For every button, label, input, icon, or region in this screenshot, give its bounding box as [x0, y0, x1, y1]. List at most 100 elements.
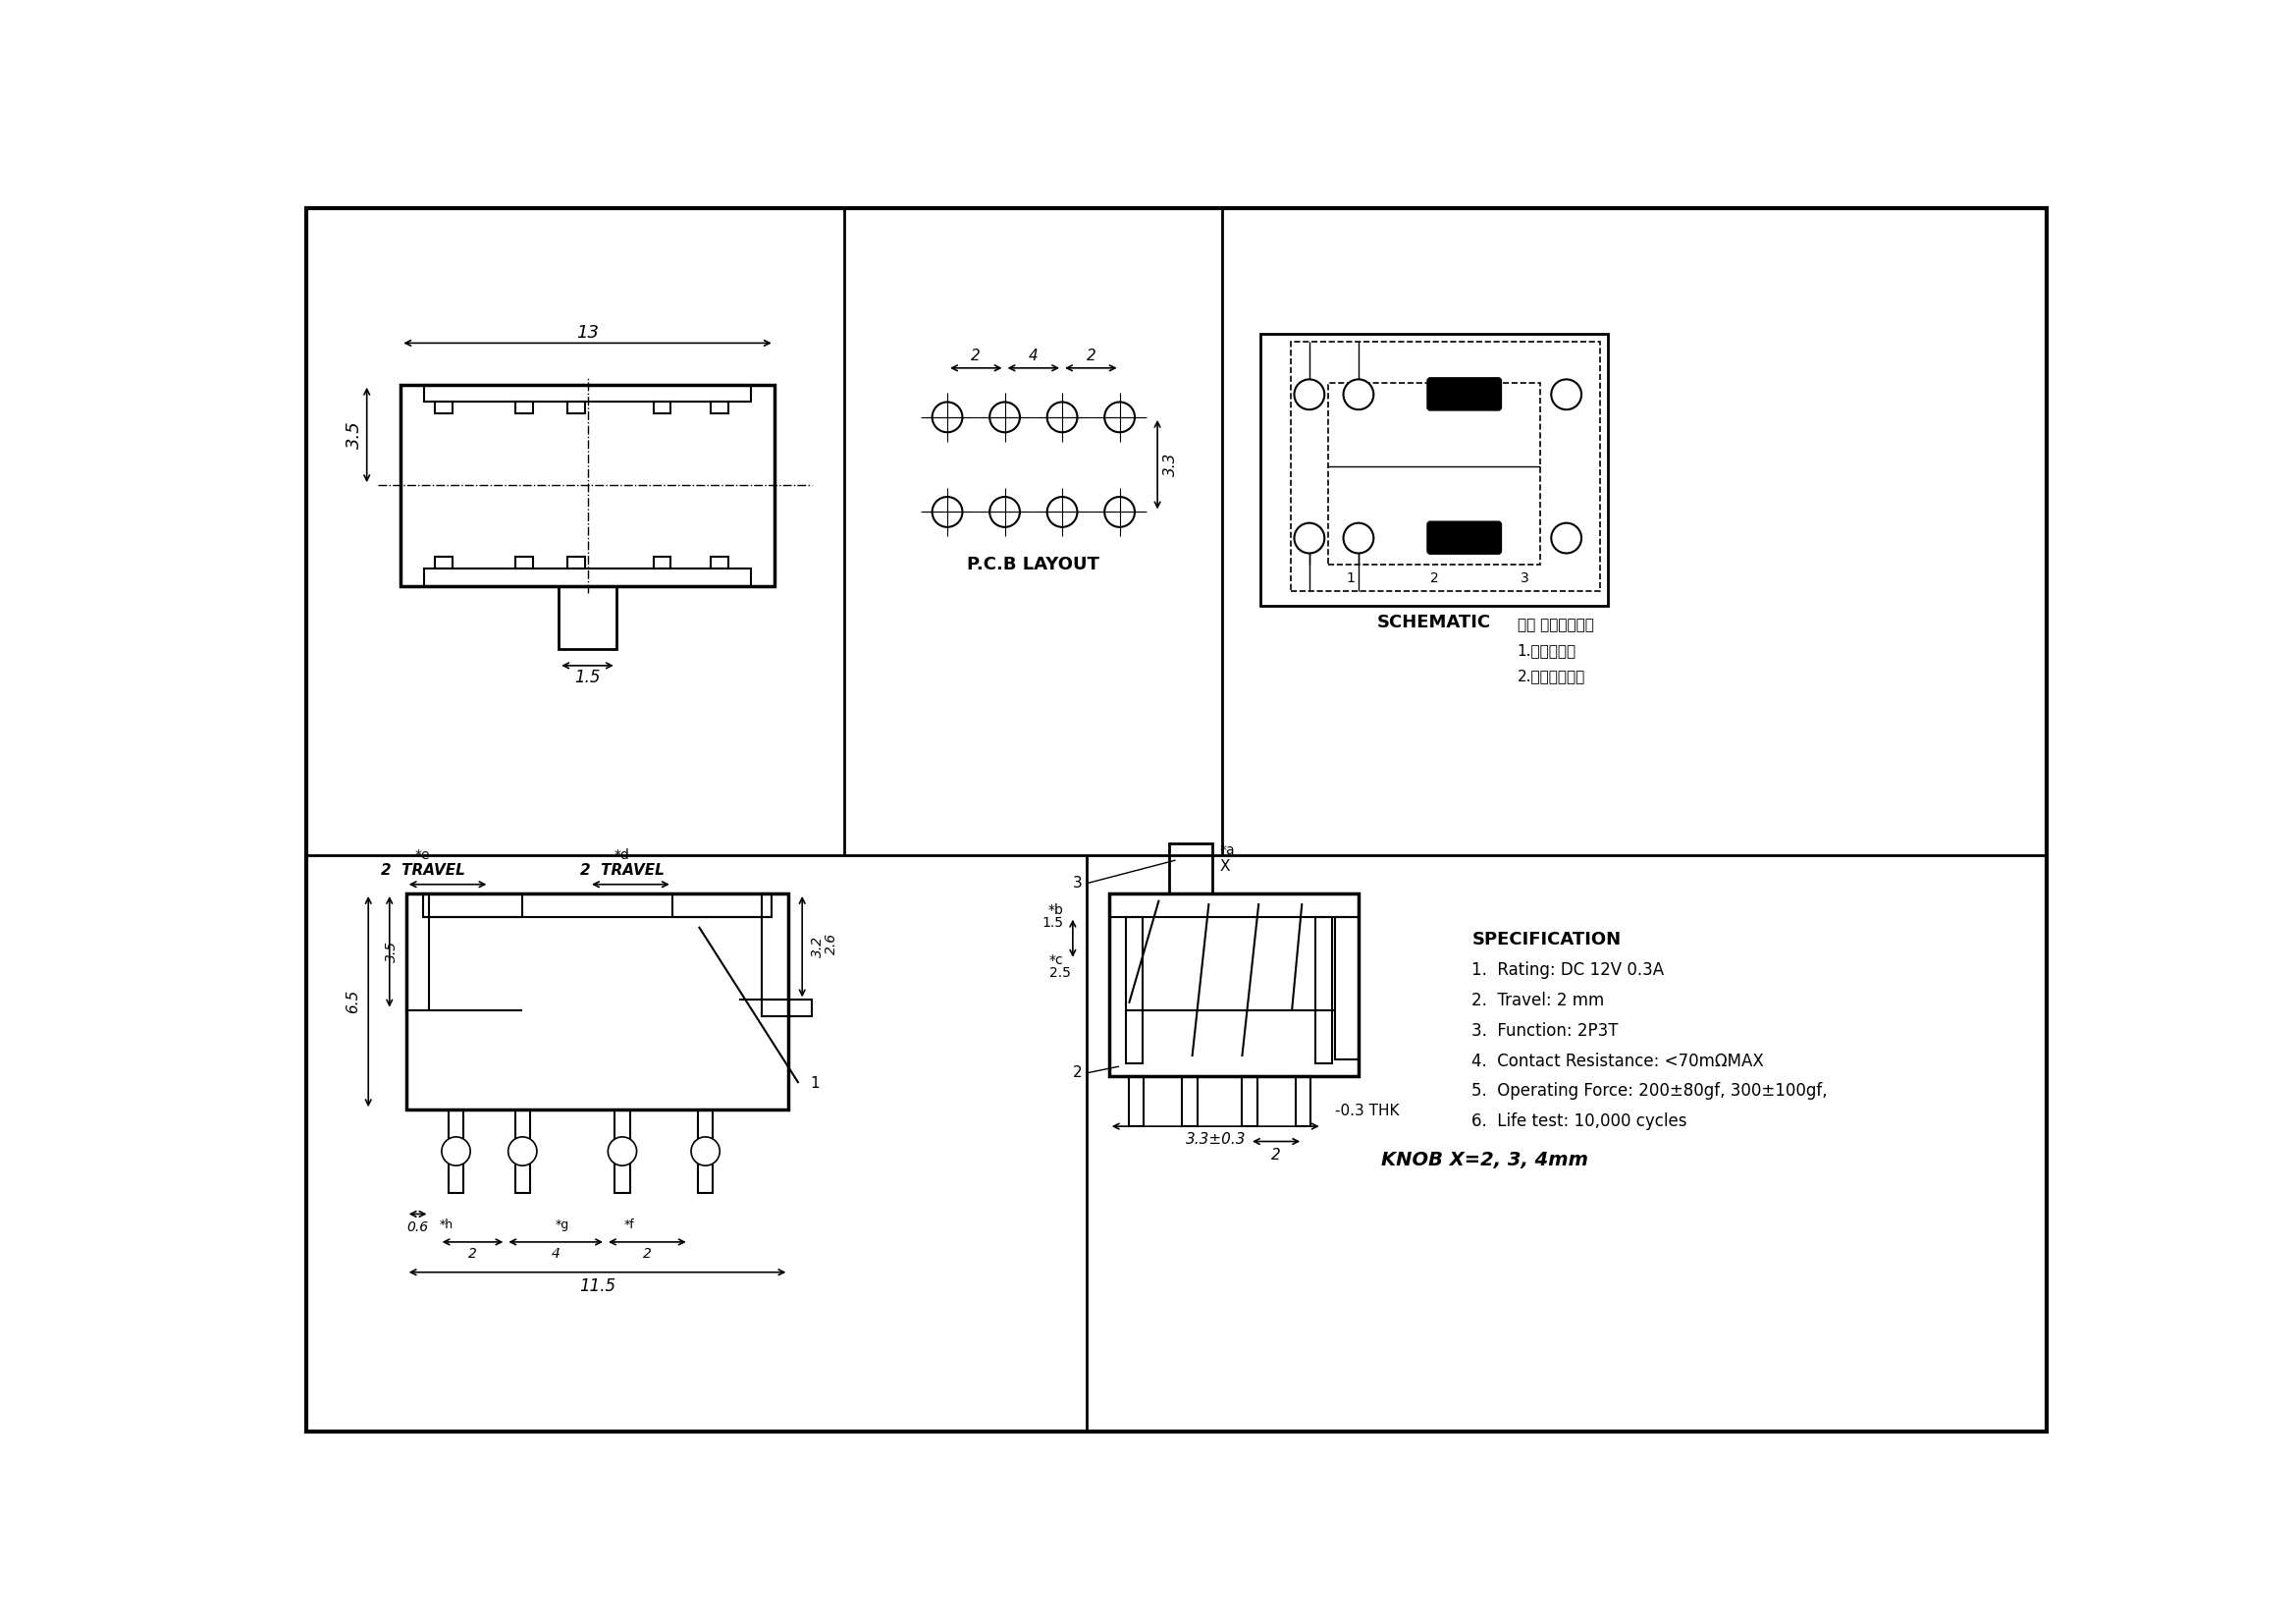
- Bar: [615, 1109, 629, 1194]
- Bar: [425, 385, 751, 401]
- Text: *g: *g: [556, 1220, 569, 1231]
- Circle shape: [441, 1137, 471, 1166]
- Circle shape: [1343, 523, 1373, 554]
- Text: *d: *d: [615, 849, 629, 862]
- Text: 注： 接触片分两种: 注： 接触片分两种: [1518, 617, 1593, 632]
- Text: 1.锻锂接触片: 1.锻锂接触片: [1518, 643, 1577, 658]
- Text: 4: 4: [700, 1145, 709, 1158]
- Text: -0.3 THK: -0.3 THK: [1336, 1104, 1401, 1119]
- Text: 6.5: 6.5: [347, 989, 360, 1013]
- Circle shape: [691, 1137, 719, 1166]
- Text: 4: 4: [1561, 531, 1570, 546]
- Bar: [1295, 1077, 1311, 1127]
- Text: 5: 5: [1304, 388, 1313, 401]
- Text: 2  TRAVEL: 2 TRAVEL: [581, 864, 664, 879]
- Text: 3.2: 3.2: [810, 935, 824, 958]
- Bar: [1169, 843, 1212, 893]
- Text: 1: 1: [452, 1145, 461, 1158]
- Text: SPECIFICATION: SPECIFICATION: [1472, 931, 1621, 948]
- Text: 2: 2: [519, 1145, 526, 1158]
- Bar: [1182, 1077, 1196, 1127]
- Text: 2: 2: [1355, 531, 1364, 546]
- Text: KNOB X=2, 3, 4mm: KNOB X=2, 3, 4mm: [1382, 1150, 1589, 1169]
- Circle shape: [1552, 523, 1582, 554]
- Bar: [567, 557, 585, 568]
- Text: X: X: [1219, 859, 1231, 874]
- Bar: [654, 557, 670, 568]
- Text: 7: 7: [1460, 387, 1469, 401]
- Bar: [425, 568, 751, 586]
- Text: *h: *h: [439, 1220, 452, 1231]
- Bar: [406, 893, 429, 1010]
- Bar: [762, 893, 788, 1000]
- Text: 1.5: 1.5: [574, 669, 602, 687]
- Bar: [1329, 383, 1541, 565]
- Bar: [1316, 916, 1332, 1064]
- Bar: [1261, 335, 1607, 606]
- Bar: [517, 557, 533, 568]
- Circle shape: [608, 1137, 636, 1166]
- Text: 3.  Function: 2P3T: 3. Function: 2P3T: [1472, 1021, 1619, 1039]
- Text: 3: 3: [1520, 572, 1529, 585]
- Text: 1.5: 1.5: [1042, 916, 1063, 931]
- Text: *b: *b: [1047, 903, 1063, 918]
- Bar: [402, 385, 774, 586]
- Circle shape: [1552, 380, 1582, 409]
- Bar: [422, 893, 771, 916]
- Bar: [1130, 1077, 1143, 1127]
- Text: 3: 3: [618, 1145, 627, 1158]
- Text: 3.3: 3.3: [1164, 453, 1178, 476]
- Text: 1.  Rating: DC 12V 0.3A: 1. Rating: DC 12V 0.3A: [1472, 961, 1665, 979]
- Text: 3: 3: [1460, 531, 1469, 544]
- Text: 4.  Contact Resistance: <70mΩMAX: 4. Contact Resistance: <70mΩMAX: [1472, 1052, 1763, 1070]
- Bar: [762, 1000, 813, 1017]
- Bar: [712, 401, 728, 414]
- Bar: [1109, 893, 1359, 1077]
- Text: 2: 2: [1272, 1148, 1281, 1163]
- Text: 1: 1: [1304, 531, 1313, 546]
- Text: 8: 8: [1561, 388, 1570, 401]
- Bar: [517, 401, 533, 414]
- Bar: [436, 557, 452, 568]
- Circle shape: [507, 1137, 537, 1166]
- Text: 6.  Life test: 10,000 cycles: 6. Life test: 10,000 cycles: [1472, 1112, 1688, 1130]
- Text: *e: *e: [416, 849, 429, 862]
- Text: 2: 2: [1072, 1065, 1084, 1080]
- Text: 2.  Travel: 2 mm: 2. Travel: 2 mm: [1472, 992, 1605, 1010]
- Text: 5.  Operating Force: 200±80gf, 300±100gf,: 5. Operating Force: 200±80gf, 300±100gf,: [1472, 1083, 1828, 1099]
- FancyBboxPatch shape: [1428, 521, 1502, 554]
- Circle shape: [1295, 380, 1325, 409]
- Text: 3.5: 3.5: [386, 940, 400, 963]
- Text: 11.5: 11.5: [579, 1276, 615, 1294]
- Text: *c: *c: [1049, 953, 1063, 966]
- Bar: [1125, 916, 1143, 1064]
- Bar: [514, 1109, 530, 1194]
- FancyBboxPatch shape: [1428, 378, 1502, 411]
- Bar: [712, 557, 728, 568]
- Text: 2.6: 2.6: [824, 932, 838, 955]
- Text: SCHEMATIC: SCHEMATIC: [1378, 614, 1490, 632]
- Bar: [698, 1109, 714, 1194]
- Text: 13: 13: [576, 325, 599, 343]
- Bar: [448, 1109, 464, 1194]
- Text: *a: *a: [1219, 843, 1235, 857]
- Text: 1: 1: [810, 1075, 820, 1090]
- Text: 6: 6: [1355, 388, 1364, 401]
- Text: 2.5: 2.5: [1049, 966, 1072, 981]
- Bar: [1336, 916, 1359, 1060]
- Bar: [654, 401, 670, 414]
- Text: 2: 2: [468, 1247, 478, 1260]
- Bar: [558, 586, 615, 650]
- Text: 2: 2: [1086, 349, 1095, 364]
- Text: 2: 2: [1430, 572, 1437, 585]
- Text: 3: 3: [1072, 875, 1084, 892]
- Text: 3.3±0.3: 3.3±0.3: [1185, 1132, 1247, 1147]
- Circle shape: [1343, 380, 1373, 409]
- Text: *f: *f: [625, 1220, 634, 1231]
- Text: 2: 2: [971, 349, 980, 364]
- Circle shape: [1295, 523, 1325, 554]
- Text: 1: 1: [1345, 572, 1355, 585]
- Text: 2  TRAVEL: 2 TRAVEL: [381, 864, 464, 879]
- Bar: [1290, 341, 1600, 591]
- Bar: [436, 401, 452, 414]
